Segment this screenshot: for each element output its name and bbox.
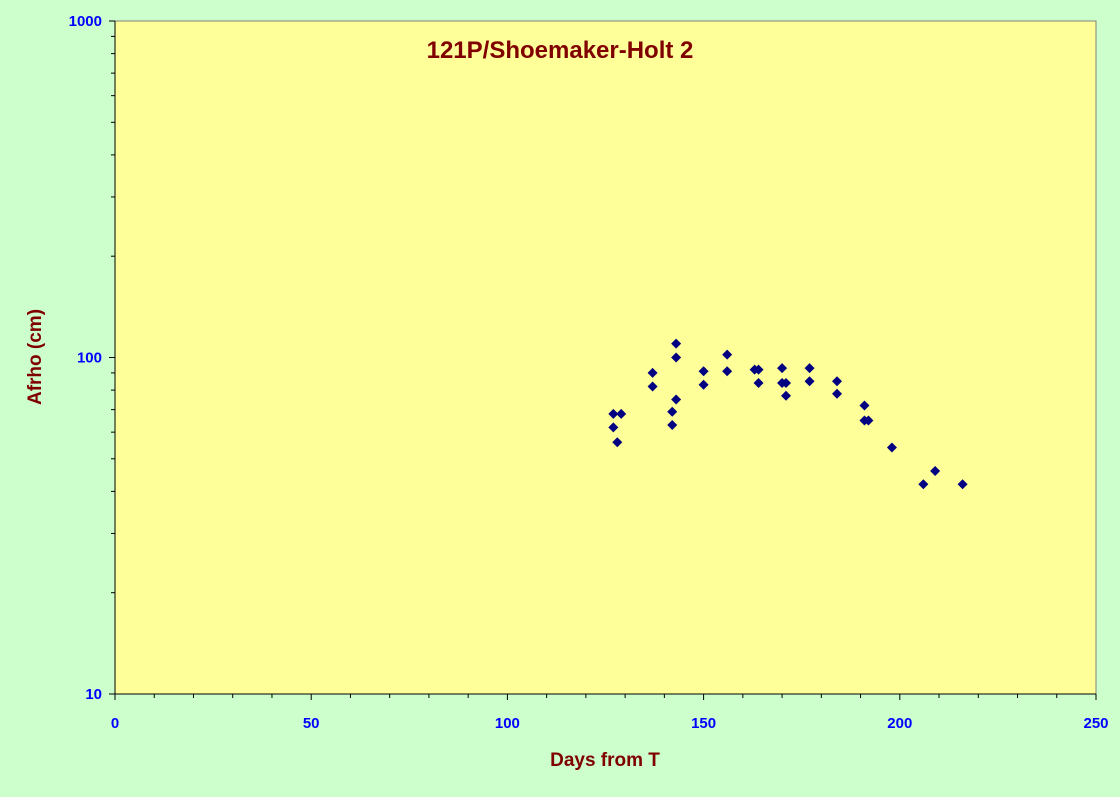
data-point xyxy=(859,400,870,411)
data-point xyxy=(804,363,815,374)
data-point xyxy=(616,408,627,419)
data-point xyxy=(612,437,623,448)
data-point xyxy=(781,377,792,388)
chart-title: 121P/Shoemaker-Holt 2 xyxy=(427,37,694,64)
data-point xyxy=(698,366,709,377)
x-tick-label: 50 xyxy=(303,715,320,732)
x-tick-labels: 0 50 100 150 200 250 xyxy=(111,715,1109,732)
data-point xyxy=(608,408,619,419)
data-point xyxy=(832,388,843,399)
data-point xyxy=(671,338,682,349)
data-point xyxy=(804,376,815,387)
y-tick-label: 10 xyxy=(85,686,102,703)
data-point xyxy=(918,479,929,490)
data-point xyxy=(608,422,619,433)
data-point xyxy=(753,377,764,388)
data-point xyxy=(886,442,897,453)
y-tick-labels: 10 100 1000 xyxy=(69,13,102,703)
data-point xyxy=(930,465,941,476)
y-axis-title: Afrho (cm) xyxy=(25,309,46,405)
data-point xyxy=(722,366,733,377)
y-tick-label: 1000 xyxy=(69,13,102,30)
data-point xyxy=(667,406,678,417)
data-point xyxy=(671,394,682,405)
data-point xyxy=(753,364,764,375)
data-point xyxy=(781,390,792,401)
plot-area xyxy=(114,20,1097,695)
data-point xyxy=(832,376,843,387)
data-point xyxy=(863,415,874,426)
data-point xyxy=(698,379,709,390)
x-tick-label: 0 xyxy=(111,715,119,732)
x-tick-label: 150 xyxy=(691,715,716,732)
x-minor-ticks xyxy=(114,694,1097,700)
x-tick-label: 100 xyxy=(495,715,520,732)
y-minor-ticks xyxy=(109,20,115,695)
x-tick-label: 250 xyxy=(1083,715,1108,732)
data-point xyxy=(722,349,733,360)
data-point xyxy=(957,479,968,490)
data-point xyxy=(667,420,678,431)
data-point xyxy=(671,352,682,363)
data-point xyxy=(647,381,658,392)
x-axis-title: Days from T xyxy=(550,750,660,771)
data-point xyxy=(777,363,788,374)
x-tick-label: 200 xyxy=(887,715,912,732)
data-points xyxy=(608,338,968,490)
data-point xyxy=(647,367,658,378)
y-tick-label: 100 xyxy=(77,350,102,367)
